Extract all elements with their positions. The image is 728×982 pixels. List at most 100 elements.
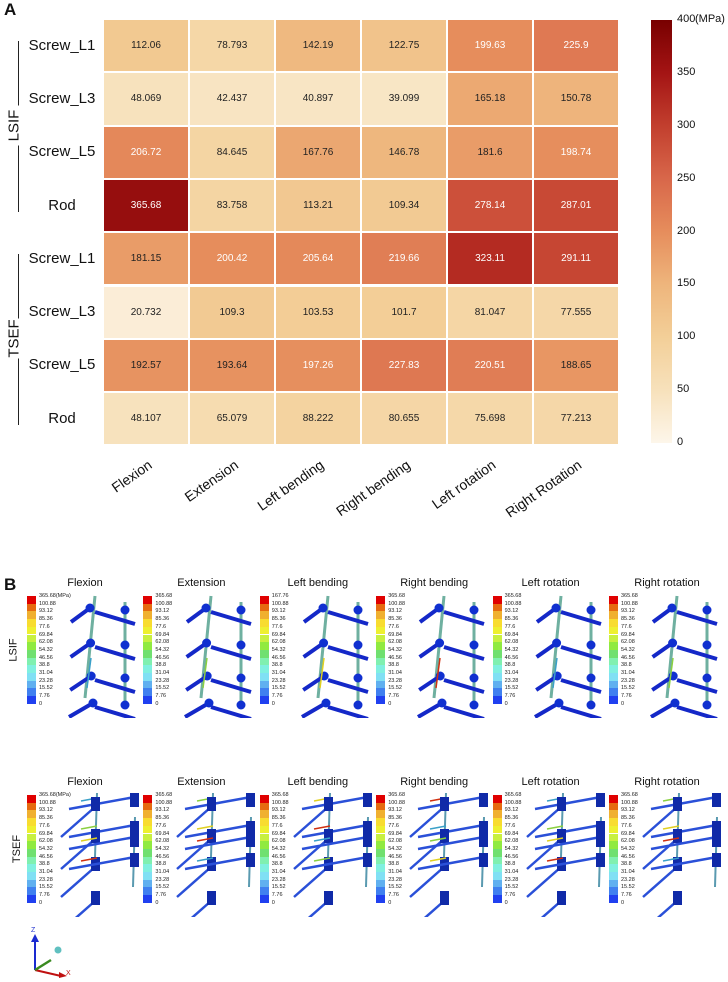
legend-band bbox=[376, 895, 386, 903]
legend-band bbox=[143, 848, 153, 857]
colorbar-tick-label: 400 bbox=[677, 13, 696, 25]
legend-label: 46.56 bbox=[621, 853, 635, 860]
heatmap-cell: 81.047 bbox=[447, 285, 533, 339]
legend-label: 15.52 bbox=[388, 884, 402, 891]
legend-label: 62.08 bbox=[155, 639, 170, 646]
legend-label: 38.8 bbox=[621, 662, 632, 669]
legend-band bbox=[492, 795, 502, 803]
legend-band bbox=[492, 802, 502, 811]
group-label: TSEF bbox=[5, 318, 23, 359]
legend-band bbox=[143, 833, 153, 842]
legend-label: 31.04 bbox=[504, 670, 519, 676]
legend-label: 31.04 bbox=[155, 670, 170, 676]
legend-label: 62.08 bbox=[621, 838, 635, 845]
legend-label: 100.88 bbox=[388, 799, 406, 806]
legend-band bbox=[492, 596, 502, 604]
row-label: Screw_L5 bbox=[28, 143, 96, 161]
legend-label: 85.36 bbox=[271, 815, 286, 822]
legend-label: 54.32 bbox=[504, 646, 519, 653]
legend-band bbox=[492, 841, 502, 849]
legend-band bbox=[27, 665, 36, 673]
legend-band bbox=[143, 802, 153, 811]
legend-band bbox=[376, 802, 386, 811]
legend-label: 54.32 bbox=[39, 845, 53, 852]
legend-band bbox=[376, 665, 386, 673]
legend-band bbox=[259, 619, 269, 627]
legend-band bbox=[143, 634, 153, 643]
legend-band bbox=[492, 848, 502, 857]
legend-label: 31.04 bbox=[39, 869, 53, 875]
legend-band bbox=[259, 596, 269, 604]
legend-label: 54.32 bbox=[388, 845, 402, 852]
legend-band bbox=[492, 872, 502, 880]
legend-label: 54.32 bbox=[39, 646, 53, 653]
legend-label: 46.56 bbox=[504, 654, 519, 661]
legend-band bbox=[143, 649, 153, 658]
heatmap-cell: 193.64 bbox=[189, 338, 275, 393]
legend-band bbox=[492, 688, 502, 697]
stress-legend: 365.68 100.88 93.12 85.36 77.6 69.84 62.08 54.3… bbox=[492, 593, 553, 711]
legend-label: 62.08 bbox=[271, 838, 286, 845]
legend-band bbox=[259, 895, 269, 903]
legend-label: 69.84 bbox=[388, 631, 402, 638]
legend-label: 23.28 bbox=[621, 876, 635, 883]
legend-label: 69.84 bbox=[271, 830, 286, 837]
legend-label: 77.6 bbox=[388, 623, 399, 630]
legend-band bbox=[609, 642, 618, 650]
legend-label: 69.84 bbox=[621, 830, 635, 837]
legend-band bbox=[27, 642, 36, 650]
legend-label: 77.6 bbox=[39, 822, 50, 829]
legend-label: 38.8 bbox=[504, 861, 516, 868]
legend-label: 7.76 bbox=[39, 892, 50, 899]
legend-band bbox=[492, 649, 502, 658]
legend-label: 62.08 bbox=[504, 838, 519, 845]
x-tick-label: Extension bbox=[181, 456, 241, 505]
legend-band bbox=[376, 603, 386, 612]
legend-label: 85.36 bbox=[621, 815, 635, 822]
legend-band bbox=[27, 818, 36, 826]
implant-stress-model bbox=[642, 792, 721, 917]
legend-label: 77.6 bbox=[271, 822, 283, 829]
legend-band bbox=[492, 895, 502, 903]
colorbar-tick-label: 0 bbox=[677, 436, 684, 448]
legend-band bbox=[609, 833, 618, 842]
legend-band bbox=[143, 673, 153, 681]
panel-title: Right bending bbox=[400, 577, 469, 589]
heatmap-cell: 109.3 bbox=[189, 285, 275, 339]
legend-label: 93.12 bbox=[155, 608, 170, 615]
legend-label: 77.6 bbox=[621, 623, 632, 630]
legend-label: 23.28 bbox=[388, 876, 402, 883]
legend-band bbox=[259, 665, 269, 673]
legend-band bbox=[143, 879, 153, 888]
legend-label: 69.84 bbox=[621, 631, 635, 638]
legend-label: 100.88 bbox=[39, 799, 56, 806]
legend-label: 15.52 bbox=[388, 685, 402, 692]
legend-band bbox=[609, 665, 618, 673]
legend-band bbox=[609, 825, 618, 834]
legend-label: 77.6 bbox=[155, 822, 167, 829]
legend-band bbox=[376, 611, 386, 620]
legend-band bbox=[376, 596, 386, 604]
legend-label: 15.52 bbox=[39, 685, 53, 692]
stress-legend: 167.76 100.88 93.12 85.36 77.6 69.84 62.08 54.3… bbox=[259, 593, 320, 711]
legend-band bbox=[143, 611, 153, 620]
legend-band bbox=[609, 864, 618, 872]
legend-label: 31.04 bbox=[504, 869, 519, 875]
legend-band bbox=[27, 673, 36, 681]
legend-band bbox=[27, 680, 36, 689]
heatmap-cell: 323.11 bbox=[447, 232, 533, 286]
legend-label: 365.68(MPa) bbox=[39, 792, 71, 798]
legend-band bbox=[492, 619, 502, 627]
legend-band bbox=[27, 864, 36, 872]
heatmap-cell: 48.069 bbox=[103, 72, 189, 126]
panel-title: Left rotation bbox=[521, 776, 580, 788]
heatmap-cell: 122.75 bbox=[361, 19, 447, 73]
heatmap-cell: 103.53 bbox=[275, 285, 361, 339]
legend-label: 54.32 bbox=[621, 845, 635, 852]
legend-band bbox=[609, 795, 618, 803]
heatmap-cell: 78.793 bbox=[189, 19, 275, 73]
x-tick-label: Left bending bbox=[254, 456, 327, 514]
legend-band bbox=[609, 680, 618, 689]
legend-band bbox=[609, 696, 618, 704]
heatmap-cell: 113.21 bbox=[275, 178, 361, 233]
